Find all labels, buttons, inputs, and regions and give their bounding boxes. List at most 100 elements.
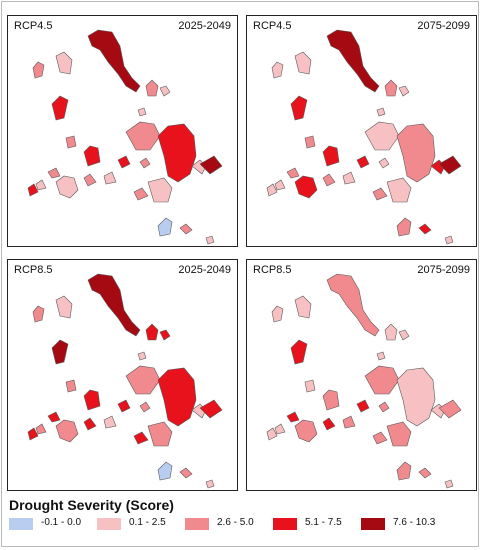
island-shape xyxy=(444,479,454,489)
island-shape xyxy=(139,401,151,413)
island-shape xyxy=(384,323,398,341)
island-shape xyxy=(83,389,101,411)
island-shape xyxy=(133,431,149,445)
island-shape xyxy=(147,177,173,203)
legend-swatch xyxy=(361,518,385,530)
legend-swatch xyxy=(9,518,33,530)
legend-label: 2.6 - 5.0 xyxy=(217,517,254,528)
island-shape xyxy=(386,421,412,447)
legend-label: -0.1 - 0.0 xyxy=(41,517,82,528)
island-shape xyxy=(378,401,390,413)
island-map xyxy=(266,273,462,489)
island-shape xyxy=(157,217,173,237)
island-shape xyxy=(396,367,436,427)
island-shape xyxy=(376,351,386,361)
island-shape xyxy=(294,419,318,443)
island-shape xyxy=(274,423,286,435)
island-shape xyxy=(418,223,432,235)
island-shape xyxy=(205,479,215,489)
island-shape xyxy=(47,167,61,179)
island-shape xyxy=(83,173,97,187)
island-shape xyxy=(438,399,462,419)
legend-title: Drought Severity (Score) xyxy=(9,497,174,513)
island-map xyxy=(266,29,462,245)
island-shape xyxy=(356,399,370,413)
legend-label: 7.6 - 10.3 xyxy=(393,517,436,528)
island-shape xyxy=(87,29,141,93)
island-shape xyxy=(290,95,308,121)
scenario-label: RCP4.5 xyxy=(253,20,292,32)
island-shape xyxy=(384,79,398,97)
island-shape xyxy=(271,305,284,323)
island-shape xyxy=(376,107,386,117)
period-label: 2075-2099 xyxy=(417,264,470,276)
island-shape xyxy=(32,61,45,79)
island-shape xyxy=(55,419,79,443)
map-panel-rcp85-2075: RCP8.5 2075-2099 xyxy=(246,259,477,491)
legend-swatch xyxy=(97,518,121,530)
island-shape xyxy=(55,295,73,319)
island-shape xyxy=(396,217,412,237)
island-shape xyxy=(398,329,410,341)
island-shape xyxy=(83,417,97,431)
island-shape xyxy=(179,223,193,235)
island-shape xyxy=(364,121,400,151)
island-shape xyxy=(125,365,161,395)
island-shape xyxy=(398,85,410,97)
map-panel-rcp45-2075: RCP4.5 2075-2099 xyxy=(246,15,477,247)
island-shape xyxy=(137,107,147,117)
island-shape xyxy=(51,95,69,121)
island-shape xyxy=(179,467,193,479)
island-shape xyxy=(145,323,159,341)
island-shape xyxy=(133,187,149,201)
legend-swatch xyxy=(185,518,209,530)
island-shape xyxy=(103,415,117,429)
map-panel-rcp45-2025: RCP4.5 2025-2049 xyxy=(7,15,238,247)
island-shape xyxy=(304,135,316,149)
island-shape xyxy=(125,121,161,151)
island-shape xyxy=(342,415,356,429)
island-shape xyxy=(199,155,223,175)
island-shape xyxy=(378,157,390,169)
island-shape xyxy=(322,145,340,167)
island-shape xyxy=(364,365,400,395)
island-shape xyxy=(342,171,356,185)
scenario-label: RCP8.5 xyxy=(14,264,53,276)
island-shape xyxy=(65,379,77,393)
island-shape xyxy=(294,175,318,199)
map-panel-rcp85-2025: RCP8.5 2025-2049 xyxy=(7,259,238,491)
island-shape xyxy=(271,61,284,79)
island-shape xyxy=(372,187,388,201)
period-label: 2025-2049 xyxy=(178,20,231,32)
island-shape xyxy=(396,123,436,183)
legend-label: 5.1 - 7.5 xyxy=(305,517,342,528)
island-shape xyxy=(294,295,312,319)
island-shape xyxy=(294,51,312,75)
island-shape xyxy=(322,417,336,431)
island-shape xyxy=(55,175,79,199)
legend-swatch xyxy=(273,518,297,530)
island-shape xyxy=(356,155,370,169)
island-shape xyxy=(199,399,223,419)
island-shape xyxy=(139,157,151,169)
island-shape xyxy=(396,461,412,481)
island-shape xyxy=(65,135,77,149)
scenario-label: RCP8.5 xyxy=(253,264,292,276)
scenario-label: RCP4.5 xyxy=(14,20,53,32)
island-shape xyxy=(286,411,300,423)
island-shape xyxy=(35,423,47,435)
island-shape xyxy=(159,85,171,97)
island-shape xyxy=(266,183,278,197)
island-shape xyxy=(372,431,388,445)
period-label: 2075-2099 xyxy=(417,20,470,32)
island-shape xyxy=(444,235,454,245)
island-shape xyxy=(157,367,197,427)
island-shape xyxy=(205,235,215,245)
island-shape xyxy=(47,411,61,423)
island-shape xyxy=(266,427,278,441)
island-shape xyxy=(27,183,39,197)
island-shape xyxy=(418,467,432,479)
island-shape xyxy=(83,145,101,167)
period-label: 2025-2049 xyxy=(178,264,231,276)
island-shape xyxy=(157,461,173,481)
